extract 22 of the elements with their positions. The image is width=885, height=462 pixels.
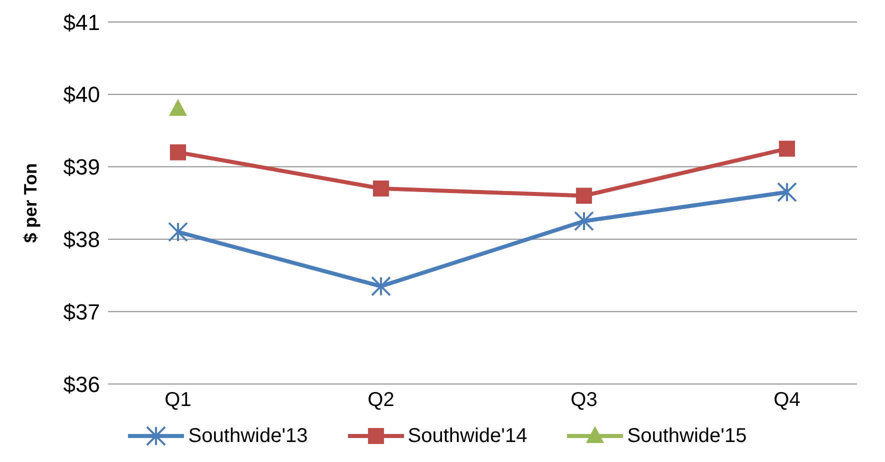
x-tick-label: Q3 <box>570 389 598 412</box>
y-tick-label: $40 <box>63 82 100 108</box>
x-tick-label: Q4 <box>774 389 800 412</box>
point <box>777 182 797 202</box>
y-tick-label: $39 <box>63 154 100 180</box>
y-tick-label: $38 <box>63 227 100 252</box>
y-axis-title: $ per Ton <box>20 163 40 243</box>
point <box>168 222 188 242</box>
point <box>371 276 391 296</box>
point <box>576 188 592 204</box>
x-tick-label: Q2 <box>368 389 394 412</box>
legend-label: Southwide'13 <box>188 424 308 448</box>
legend-label: Southwide'15 <box>627 424 747 448</box>
point <box>373 180 389 197</box>
y-tick-label: $37 <box>63 299 100 324</box>
y-tick-label: $41 <box>63 10 100 35</box>
legend-label: Southwide'14 <box>408 424 528 448</box>
point <box>170 144 186 160</box>
x-tick-label: Q1 <box>164 389 192 412</box>
point <box>574 211 594 232</box>
y-tick-label: $36 <box>63 372 100 397</box>
point <box>779 140 795 157</box>
